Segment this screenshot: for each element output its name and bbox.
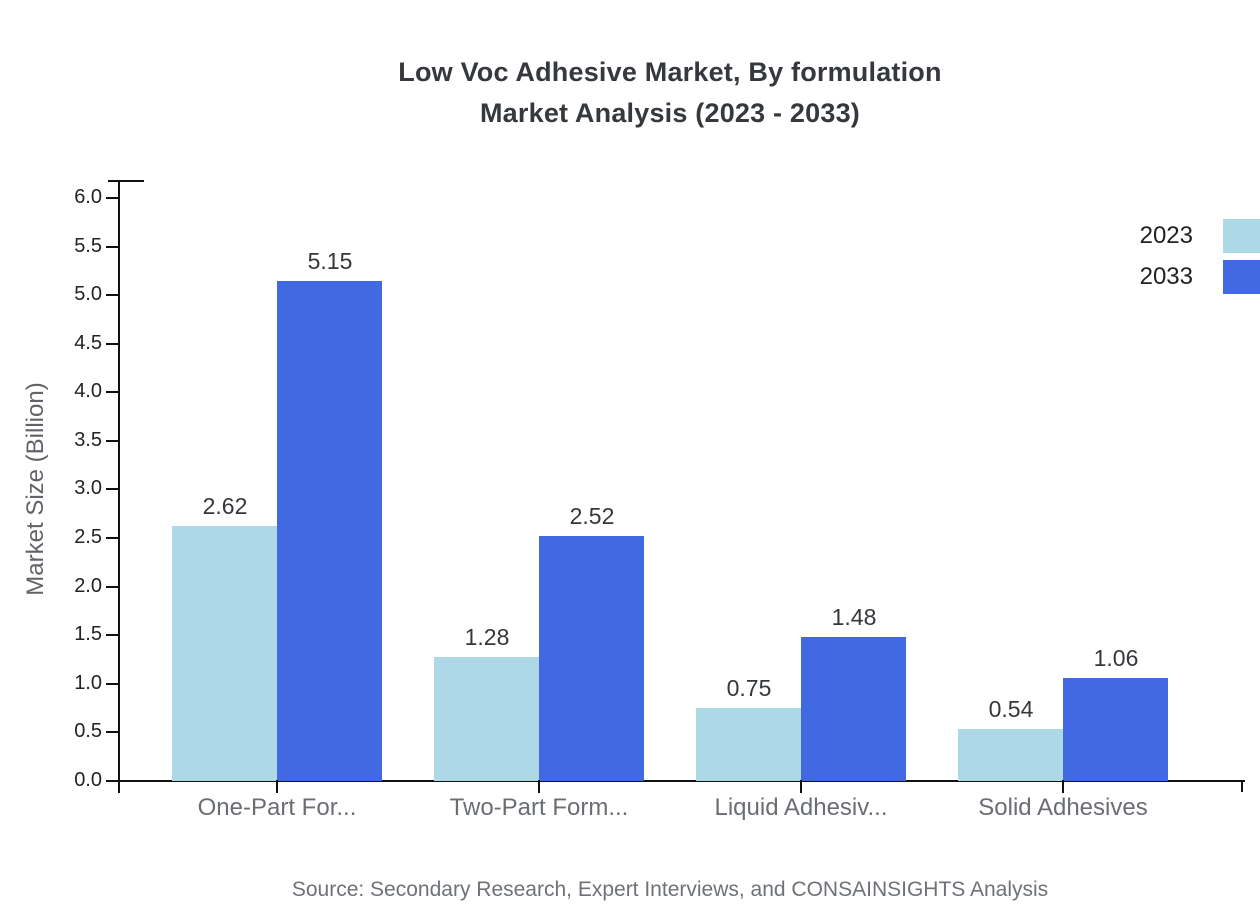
x-axis-line bbox=[118, 780, 1245, 782]
y-tick bbox=[106, 537, 118, 539]
bar-2033-3 bbox=[801, 637, 906, 781]
chart-title: Low Voc Adhesive Market, By formulation … bbox=[398, 52, 941, 134]
legend-row-2033: 2033 bbox=[1140, 260, 1260, 294]
y-tick bbox=[106, 197, 118, 199]
bar-2033-4 bbox=[1063, 678, 1168, 781]
y-tick bbox=[106, 683, 118, 685]
bar-value-label: 5.15 bbox=[307, 248, 353, 274]
legend: 2023 2033 bbox=[1140, 219, 1260, 301]
y-tick bbox=[106, 294, 118, 296]
y-tick-label: 5.0 bbox=[74, 283, 102, 305]
bar-2023-4 bbox=[958, 729, 1063, 781]
legend-row-2023: 2023 bbox=[1140, 219, 1260, 253]
y-tick-label: 2.5 bbox=[74, 526, 102, 548]
bar-value-label: 2.52 bbox=[569, 503, 615, 529]
y-tick-label: 2.0 bbox=[74, 575, 102, 597]
x-axis-end-cap bbox=[1241, 780, 1243, 792]
y-tick-label: 1.5 bbox=[74, 623, 102, 645]
source-note: Source: Secondary Research, Expert Inter… bbox=[291, 878, 1049, 901]
bar-value-label: 1.48 bbox=[831, 604, 877, 630]
bar-value-label: 2.62 bbox=[202, 493, 248, 519]
y-tick bbox=[106, 440, 118, 442]
legend-swatch-2023 bbox=[1223, 219, 1260, 253]
y-tick-label: 1.0 bbox=[74, 672, 102, 694]
y-tick-label: 0.5 bbox=[74, 720, 102, 742]
bar-value-label: 1.28 bbox=[464, 624, 510, 650]
y-tick bbox=[106, 586, 118, 588]
y-axis-line bbox=[118, 180, 120, 793]
x-tick-label: Two-Part Form... bbox=[449, 794, 629, 821]
y-tick bbox=[106, 731, 118, 733]
y-tick bbox=[106, 634, 118, 636]
x-tick bbox=[276, 780, 278, 793]
y-tick bbox=[106, 343, 118, 345]
y-tick-label: 3.5 bbox=[74, 429, 102, 451]
y-tick-label: 3.0 bbox=[74, 477, 102, 499]
y-tick-label: 6.0 bbox=[74, 186, 102, 208]
y-axis-end-cap bbox=[108, 180, 144, 182]
x-tick-label: Solid Adhesives bbox=[978, 794, 1148, 821]
y-tick-label: 4.5 bbox=[74, 332, 102, 354]
legend-label-2033: 2033 bbox=[1139, 263, 1193, 290]
x-tick-label: Liquid Adhesiv... bbox=[714, 794, 888, 821]
y-tick bbox=[106, 780, 118, 782]
bar-2033-1 bbox=[277, 281, 382, 781]
chart-title-line2: Market Analysis (2023 - 2033) bbox=[479, 98, 860, 128]
bar-2023-3 bbox=[696, 708, 801, 781]
y-tick-label: 5.5 bbox=[74, 235, 102, 257]
y-tick-label: 0.0 bbox=[74, 769, 102, 791]
bar-value-label: 0.75 bbox=[726, 675, 772, 701]
x-tick-label: One-Part For... bbox=[197, 794, 357, 821]
y-tick bbox=[106, 391, 118, 393]
x-tick bbox=[538, 780, 540, 793]
legend-swatch-2033 bbox=[1223, 260, 1260, 294]
x-tick bbox=[1062, 780, 1064, 793]
bar-2033-2 bbox=[539, 536, 644, 781]
y-tick bbox=[106, 246, 118, 248]
legend-label-2023: 2023 bbox=[1139, 222, 1193, 249]
bar-2023-1 bbox=[172, 526, 277, 781]
bar-value-label: 0.54 bbox=[988, 696, 1034, 722]
bar-value-label: 1.06 bbox=[1093, 645, 1139, 671]
y-tick bbox=[106, 488, 118, 490]
chart-title-line1: Low Voc Adhesive Market, By formulation bbox=[398, 57, 942, 87]
y-tick-label: 4.0 bbox=[74, 380, 102, 402]
bar-2023-2 bbox=[434, 657, 539, 781]
x-tick bbox=[800, 780, 802, 793]
